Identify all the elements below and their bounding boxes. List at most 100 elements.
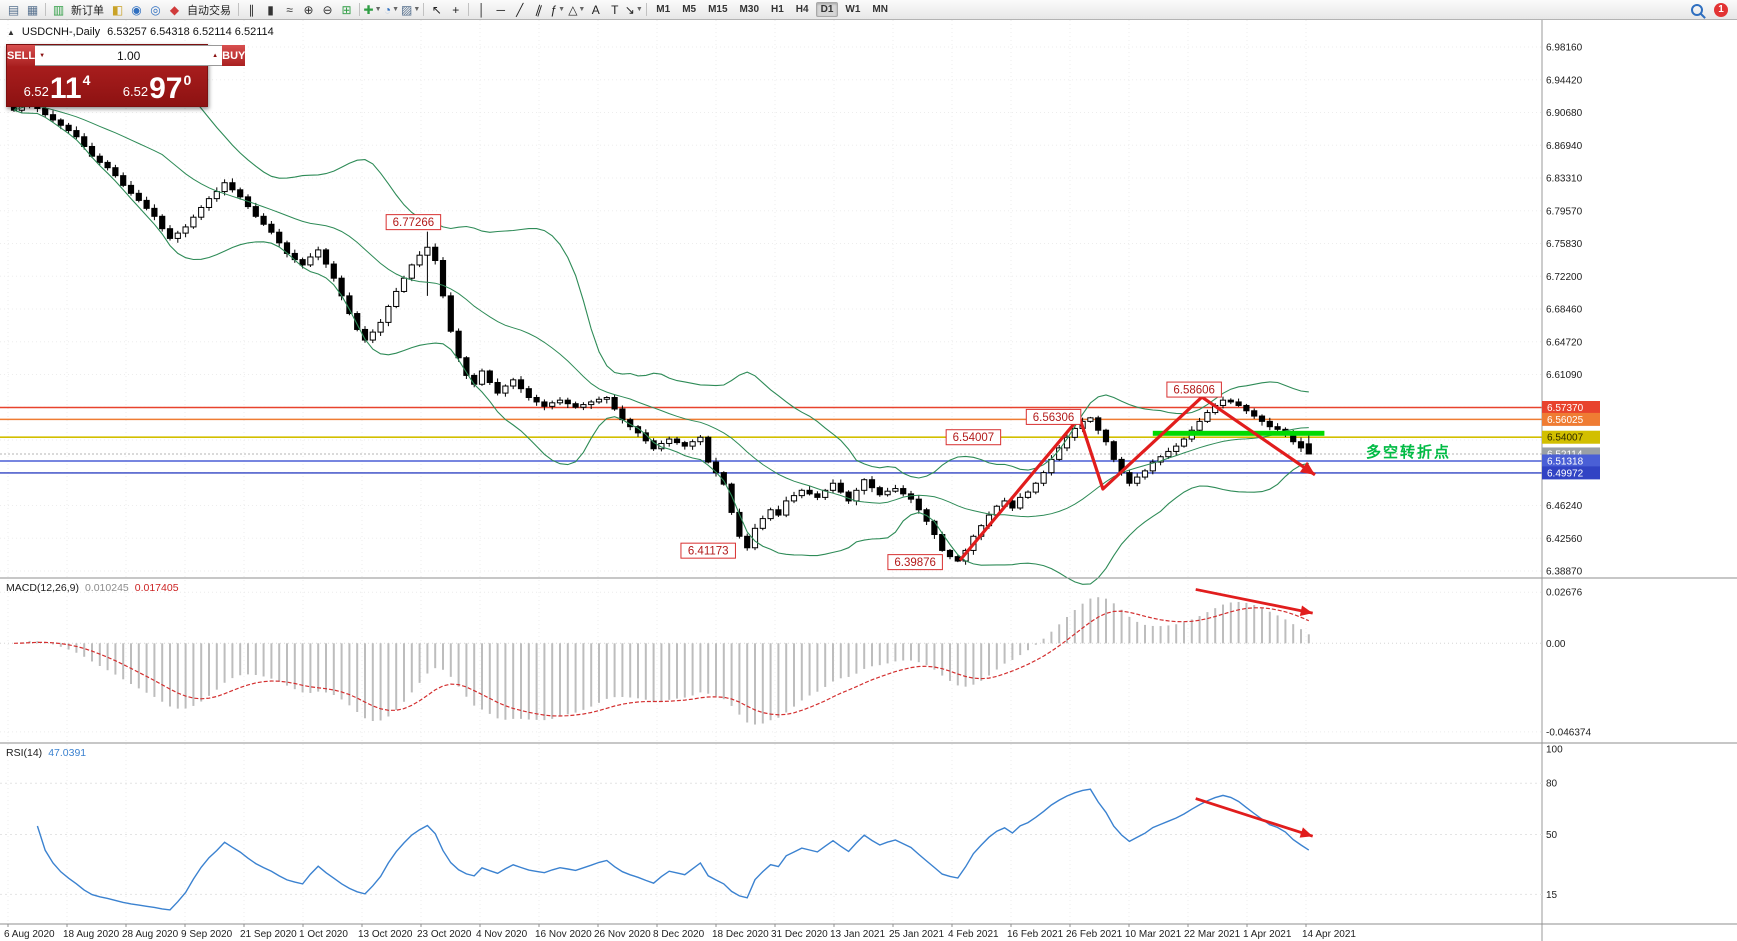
green-highlight-segment[interactable]	[1152, 430, 1325, 436]
macd-down-arrow	[1195, 588, 1313, 615]
annotation-6.56306[interactable]: 6.56306	[1025, 408, 1082, 425]
history-center-icon[interactable]: ◎	[146, 1, 165, 18]
candlestick-chart-icon[interactable]: ▮	[261, 1, 280, 18]
trendline-icon[interactable]: ╱	[510, 1, 529, 18]
svg-text:10 Mar 2021: 10 Mar 2021	[1125, 929, 1182, 940]
svg-text:16 Feb 2021: 16 Feb 2021	[1007, 929, 1064, 940]
arrow-objects-icon[interactable]: ↘ ▼	[624, 1, 643, 18]
equidistant-channel-icon[interactable]: ∥	[529, 1, 548, 18]
notification-badge[interactable]: 1	[1714, 2, 1728, 17]
vertical-line-icon[interactable]: │	[472, 1, 491, 18]
svg-text:6.41173: 6.41173	[688, 546, 729, 558]
bar-chart-icon[interactable]: ∥	[242, 1, 261, 18]
svg-text:-0.046374: -0.046374	[1546, 727, 1591, 738]
template-icon: ▨	[401, 2, 413, 17]
svg-text:13 Oct 2020: 13 Oct 2020	[358, 929, 413, 940]
svg-text:26 Nov 2020: 26 Nov 2020	[594, 929, 651, 940]
market-watch-icon[interactable]: ◧	[108, 1, 127, 18]
profiles-icon[interactable]: ▦	[23, 1, 42, 18]
template-icon[interactable]: ▨ ▼	[401, 1, 420, 18]
volume-decrease-button[interactable]: ▼	[39, 52, 46, 59]
fibonacci-icon[interactable]: ƒ ▼	[548, 1, 567, 18]
svg-text:9 Sep 2020: 9 Sep 2020	[181, 929, 233, 940]
new-order-button[interactable]: ▥	[49, 1, 68, 18]
timeframe-h1[interactable]: H1	[771, 4, 784, 15]
data-window-icon[interactable]: ◉	[127, 1, 146, 18]
new-chart-icon[interactable]: ▤	[4, 1, 23, 18]
horizontal-line-icon[interactable]: ─	[491, 1, 510, 18]
timeframe-mn[interactable]: MN	[872, 4, 888, 15]
collapse-icon[interactable]: ▲	[7, 27, 15, 37]
svg-text:50: 50	[1546, 830, 1558, 841]
trendline-icon: ╱	[516, 2, 524, 17]
sell-button[interactable]: SELL	[7, 45, 36, 66]
buy-button[interactable]: BUY	[222, 45, 246, 66]
annotation-6.58606[interactable]: 6.58606	[1166, 381, 1222, 398]
svg-text:4 Feb 2021: 4 Feb 2021	[948, 929, 999, 940]
chart-canvas[interactable]: 6.77266 6.56306 6.58606 6.54007 6.41173 6.398…	[0, 20, 1737, 941]
svg-text:8 Dec 2020: 8 Dec 2020	[653, 929, 705, 940]
zoom-out-icon[interactable]: ⊖	[318, 1, 337, 18]
timeframe-h4[interactable]: H4	[795, 4, 809, 15]
annotation-6.54007[interactable]: 6.54007	[945, 429, 1002, 446]
zoom-in-icon[interactable]: ⊕	[299, 1, 318, 18]
bid-price-pips: 11	[49, 72, 82, 105]
indicators-icon[interactable]: ✚ ▼	[363, 1, 382, 18]
cursor-icon[interactable]: ↖	[427, 1, 446, 18]
price-tag-6.54007: 6.54007	[1542, 430, 1600, 444]
crosshair-icon[interactable]: +	[446, 1, 465, 18]
svg-text:6.51318: 6.51318	[1547, 456, 1584, 467]
text-label-icon[interactable]: T	[605, 1, 624, 18]
annotation-6.77266[interactable]: 6.77266	[385, 214, 442, 231]
bollinger-middle-band	[13, 104, 1309, 518]
bar-chart-icon: ∥	[248, 2, 255, 17]
price-tag-6.56025: 6.56025	[1542, 412, 1600, 426]
tile-windows-icon[interactable]: ⊞	[337, 1, 356, 18]
timeframe-m5[interactable]: M5	[682, 4, 697, 15]
svg-text:6.42560: 6.42560	[1546, 534, 1583, 545]
timeframe-m15[interactable]: M15	[708, 4, 728, 15]
bollinger-lower-band	[13, 109, 1309, 585]
auto-trading-button[interactable]: ◆	[165, 1, 184, 18]
macd-signal-line	[13, 607, 1310, 717]
svg-text:6.72200: 6.72200	[1546, 272, 1583, 283]
svg-text:6.79570: 6.79570	[1546, 206, 1583, 217]
svg-text:0.00: 0.00	[1546, 639, 1566, 650]
chevron-down-icon: ▼	[558, 6, 566, 13]
svg-text:6.94420: 6.94420	[1546, 75, 1583, 86]
price-tag-6.51318: 6.51318	[1542, 454, 1600, 468]
chevron-down-icon: ▼	[392, 6, 400, 13]
svg-text:6.54007: 6.54007	[953, 432, 995, 444]
volume-increase-button[interactable]: ▲	[212, 52, 219, 59]
search-icon[interactable]	[1687, 1, 1707, 18]
timeframe-m1[interactable]: M1	[656, 4, 671, 15]
timeframe-w1[interactable]: W1	[845, 4, 861, 15]
annotation-6.41173[interactable]: 6.41173	[680, 542, 736, 559]
ask-price-base: 6.52	[122, 84, 149, 99]
svg-text:6.90680: 6.90680	[1546, 108, 1583, 119]
macd-name: MACD(12,26,9)	[6, 582, 79, 594]
timeframe-d1[interactable]: D1	[815, 2, 839, 17]
timeframe-m30[interactable]: M30	[739, 4, 759, 15]
candlestick-series	[10, 98, 1312, 565]
toolbar-buttons: ▤ ▦ ▥ 新订单 ◧ ◉ ◎ ◆ 自动交易 ∥ ▮ ≈ ⊕ ⊖ ⊞ ✚ ▼ ◔ ▼ ▨ ▼ ↖ + │ ─ ╱ ∥ ƒ ▼ △ ▼ A T ↘ ▼	[4, 1, 650, 18]
chevron-down-icon: ▼	[578, 6, 586, 13]
rsi-down-arrow	[1195, 797, 1314, 838]
shapes-icon[interactable]: △ ▼	[567, 1, 586, 18]
price-tag-6.57370: 6.57370	[1542, 400, 1600, 414]
horizontal-lines	[0, 406, 1542, 474]
svg-text:6.86940: 6.86940	[1546, 141, 1583, 152]
period-icon[interactable]: ◔ ▼	[382, 1, 401, 18]
svg-text:16 Nov 2020: 16 Nov 2020	[535, 929, 592, 940]
volume-input[interactable]	[49, 47, 209, 64]
arrow-objects-icon: ↘	[624, 2, 635, 17]
bollinger-bands	[13, 74, 1309, 585]
annotation-6.39876[interactable]: 6.39876	[887, 554, 943, 571]
auto-trading-button-label[interactable]: 自动交易	[187, 4, 231, 17]
toolbar: ▤ ▦ ▥ 新订单 ◧ ◉ ◎ ◆ 自动交易 ∥ ▮ ≈ ⊕ ⊖ ⊞ ✚ ▼ ◔ ▼ ▨ ▼ ↖ + │ ─ ╱ ∥ ƒ ▼ △ ▼ A T ↘ ▼…	[0, 0, 1737, 20]
new-order-button-label[interactable]: 新订单	[71, 4, 104, 17]
line-chart-icon[interactable]: ≈	[280, 1, 299, 18]
ask-price: 6.52 97 0	[107, 66, 207, 106]
text-icon[interactable]: A	[586, 1, 605, 18]
zoom-in-icon: ⊕	[303, 2, 314, 17]
